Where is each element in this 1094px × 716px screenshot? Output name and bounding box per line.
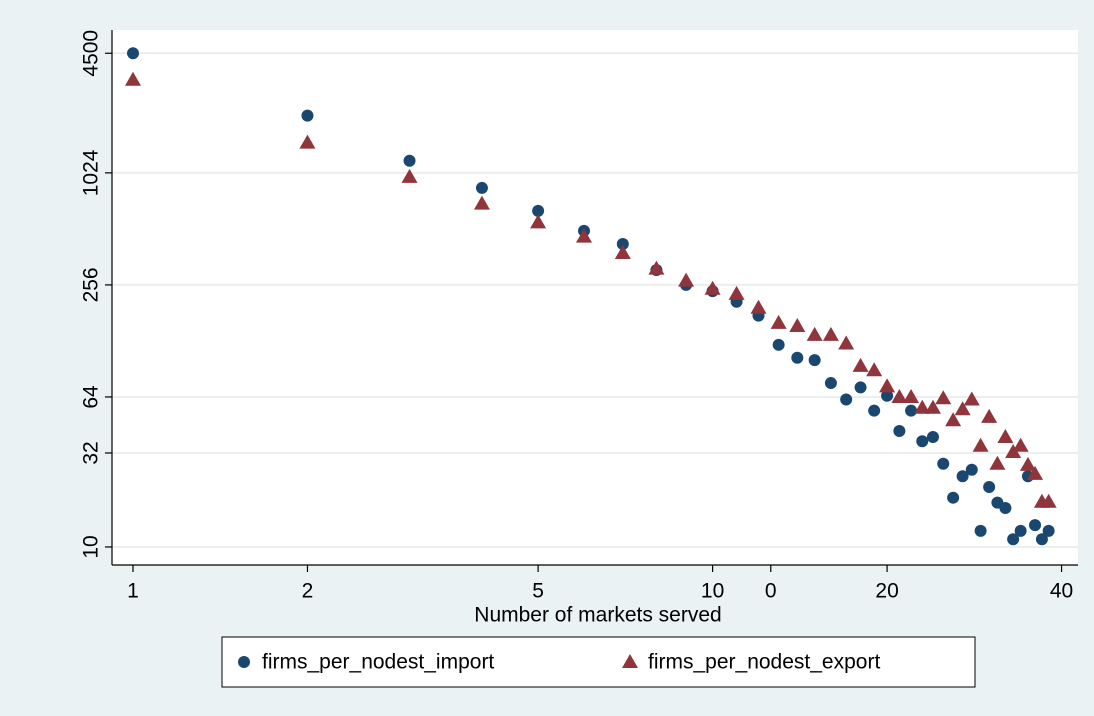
marker-circle bbox=[916, 435, 929, 448]
marker-circle bbox=[840, 393, 853, 406]
marker-triangle bbox=[806, 326, 823, 341]
marker-circle bbox=[616, 237, 629, 250]
marker-circle bbox=[937, 457, 950, 470]
marker-triangle bbox=[989, 455, 1006, 470]
marker-circle bbox=[1035, 533, 1048, 546]
marker-circle bbox=[126, 47, 139, 60]
marker-triangle bbox=[750, 299, 767, 314]
legend-label: firms_per_nodest_import bbox=[262, 651, 494, 674]
marker-circle bbox=[893, 424, 906, 437]
x-tick-label: 5 bbox=[532, 580, 544, 603]
marker-triangle bbox=[622, 654, 638, 668]
x-tick-label: 2 bbox=[302, 580, 314, 603]
marker-circle bbox=[999, 501, 1012, 514]
marker-triangle bbox=[822, 326, 839, 341]
y-tick-label: 1024 bbox=[80, 149, 103, 196]
legend bbox=[221, 636, 976, 688]
marker-triangle bbox=[945, 412, 962, 427]
legend-label: firms_per_nodest_export bbox=[648, 651, 880, 674]
marker-circle bbox=[974, 524, 987, 537]
marker-triangle bbox=[981, 408, 998, 423]
x-tick-label: 10 bbox=[701, 580, 724, 603]
marker-triangle bbox=[770, 314, 787, 329]
marker-triangle bbox=[879, 378, 896, 393]
y-tick-label: 32 bbox=[80, 441, 103, 464]
marker-circle bbox=[1042, 524, 1055, 537]
y-tick-label: 64 bbox=[80, 385, 103, 409]
marker-triangle bbox=[401, 168, 418, 183]
marker-circle bbox=[403, 154, 416, 167]
x-tick-label: 1 bbox=[127, 580, 139, 603]
marker-triangle bbox=[530, 214, 547, 229]
marker-triangle bbox=[954, 401, 971, 416]
marker-triangle bbox=[1040, 493, 1057, 508]
marker-circle bbox=[947, 491, 960, 504]
plot-area bbox=[112, 30, 1078, 565]
marker-triangle bbox=[728, 285, 745, 300]
marker-triangle bbox=[935, 390, 952, 405]
marker-circle bbox=[238, 656, 250, 668]
marker-triangle bbox=[678, 272, 695, 287]
marker-circle bbox=[854, 381, 867, 394]
marker-triangle bbox=[124, 71, 141, 86]
marker-triangle bbox=[789, 317, 806, 332]
marker-triangle bbox=[924, 399, 941, 414]
marker-triangle bbox=[914, 399, 931, 414]
marker-circle bbox=[905, 404, 918, 417]
marker-triangle bbox=[576, 228, 593, 243]
marker-triangle bbox=[963, 391, 980, 406]
marker-circle bbox=[926, 430, 939, 443]
marker-circle bbox=[791, 351, 804, 364]
marker-triangle bbox=[1012, 437, 1029, 452]
marker-triangle bbox=[473, 195, 490, 210]
marker-circle bbox=[1014, 524, 1027, 537]
marker-circle bbox=[772, 338, 785, 351]
y-tick-label: 256 bbox=[80, 267, 103, 302]
x-tick-label: 20 bbox=[875, 580, 898, 603]
marker-triangle bbox=[997, 428, 1014, 443]
marker-circle bbox=[881, 389, 894, 402]
marker-circle bbox=[983, 481, 996, 494]
y-tick-label: 10 bbox=[80, 535, 103, 558]
marker-triangle bbox=[1019, 456, 1036, 471]
marker-triangle bbox=[891, 388, 908, 403]
x-tick-label: 0 bbox=[765, 580, 777, 603]
marker-triangle bbox=[648, 260, 665, 275]
marker-circle bbox=[808, 354, 821, 367]
marker-triangle bbox=[1027, 465, 1044, 480]
marker-triangle bbox=[704, 280, 721, 295]
marker-circle bbox=[301, 109, 314, 122]
marker-circle bbox=[868, 404, 881, 417]
marker-circle bbox=[532, 204, 545, 217]
x-tick-label: 40 bbox=[1050, 580, 1073, 603]
marker-triangle bbox=[838, 335, 855, 350]
marker-circle bbox=[965, 463, 978, 476]
x-axis-label: Number of markets served bbox=[474, 604, 721, 627]
marker-triangle bbox=[299, 134, 316, 149]
marker-circle bbox=[475, 181, 488, 194]
marker-circle bbox=[824, 377, 837, 390]
marker-triangle bbox=[866, 362, 883, 377]
y-tick-label: 4500 bbox=[80, 30, 103, 77]
marker-triangle bbox=[903, 388, 920, 403]
marker-circle bbox=[1007, 533, 1020, 546]
marker-triangle bbox=[614, 244, 631, 259]
marker-triangle bbox=[972, 437, 989, 452]
marker-circle bbox=[956, 470, 969, 483]
marker-circle bbox=[1029, 519, 1042, 532]
marker-triangle bbox=[852, 357, 869, 372]
